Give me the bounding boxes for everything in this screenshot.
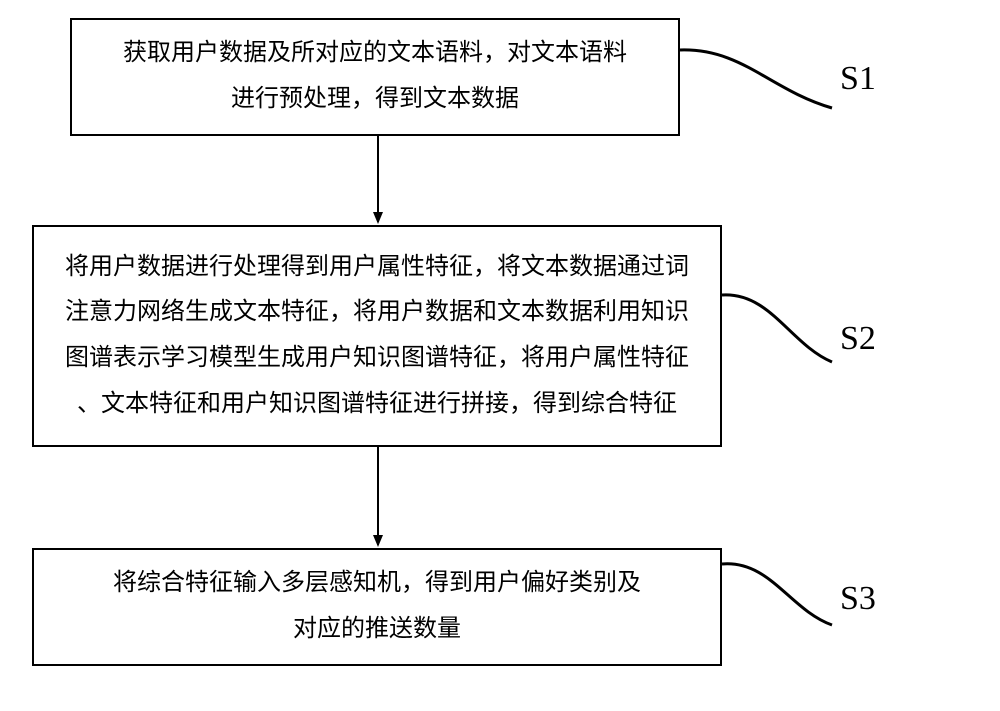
- node-text-line: 将综合特征输入多层感知机，得到用户偏好类别及: [113, 561, 641, 607]
- label-connector-s2: [722, 295, 832, 362]
- node-text-line: 将用户数据进行处理得到用户属性特征，将文本数据通过词: [65, 245, 689, 291]
- flow-node-s2: 将用户数据进行处理得到用户属性特征，将文本数据通过词 注意力网络生成文本特征，将…: [32, 225, 722, 447]
- node-text-line: 注意力网络生成文本特征，将用户数据和文本数据利用知识: [65, 290, 689, 336]
- step-label-s2: S2: [840, 320, 876, 358]
- node-text-line: 、文本特征和用户知识图谱特征进行拼接，得到综合特征: [77, 382, 677, 428]
- flow-node-s3: 将综合特征输入多层感知机，得到用户偏好类别及 对应的推送数量: [32, 548, 722, 666]
- step-label-s3: S3: [840, 580, 876, 618]
- flowchart-canvas: 获取用户数据及所对应的文本语料，对文本语料 进行预处理，得到文本数据 S1 将用…: [0, 0, 1000, 711]
- step-label-s1: S1: [840, 60, 876, 98]
- node-text-line: 对应的推送数量: [293, 607, 461, 653]
- node-text-line: 进行预处理，得到文本数据: [231, 77, 519, 123]
- node-text-line: 获取用户数据及所对应的文本语料，对文本语料: [123, 31, 627, 77]
- label-connector-s1: [680, 50, 832, 108]
- label-connector-s3: [722, 564, 832, 625]
- flow-node-s1: 获取用户数据及所对应的文本语料，对文本语料 进行预处理，得到文本数据: [70, 18, 680, 136]
- node-text-line: 图谱表示学习模型生成用户知识图谱特征，将用户属性特征: [65, 336, 689, 382]
